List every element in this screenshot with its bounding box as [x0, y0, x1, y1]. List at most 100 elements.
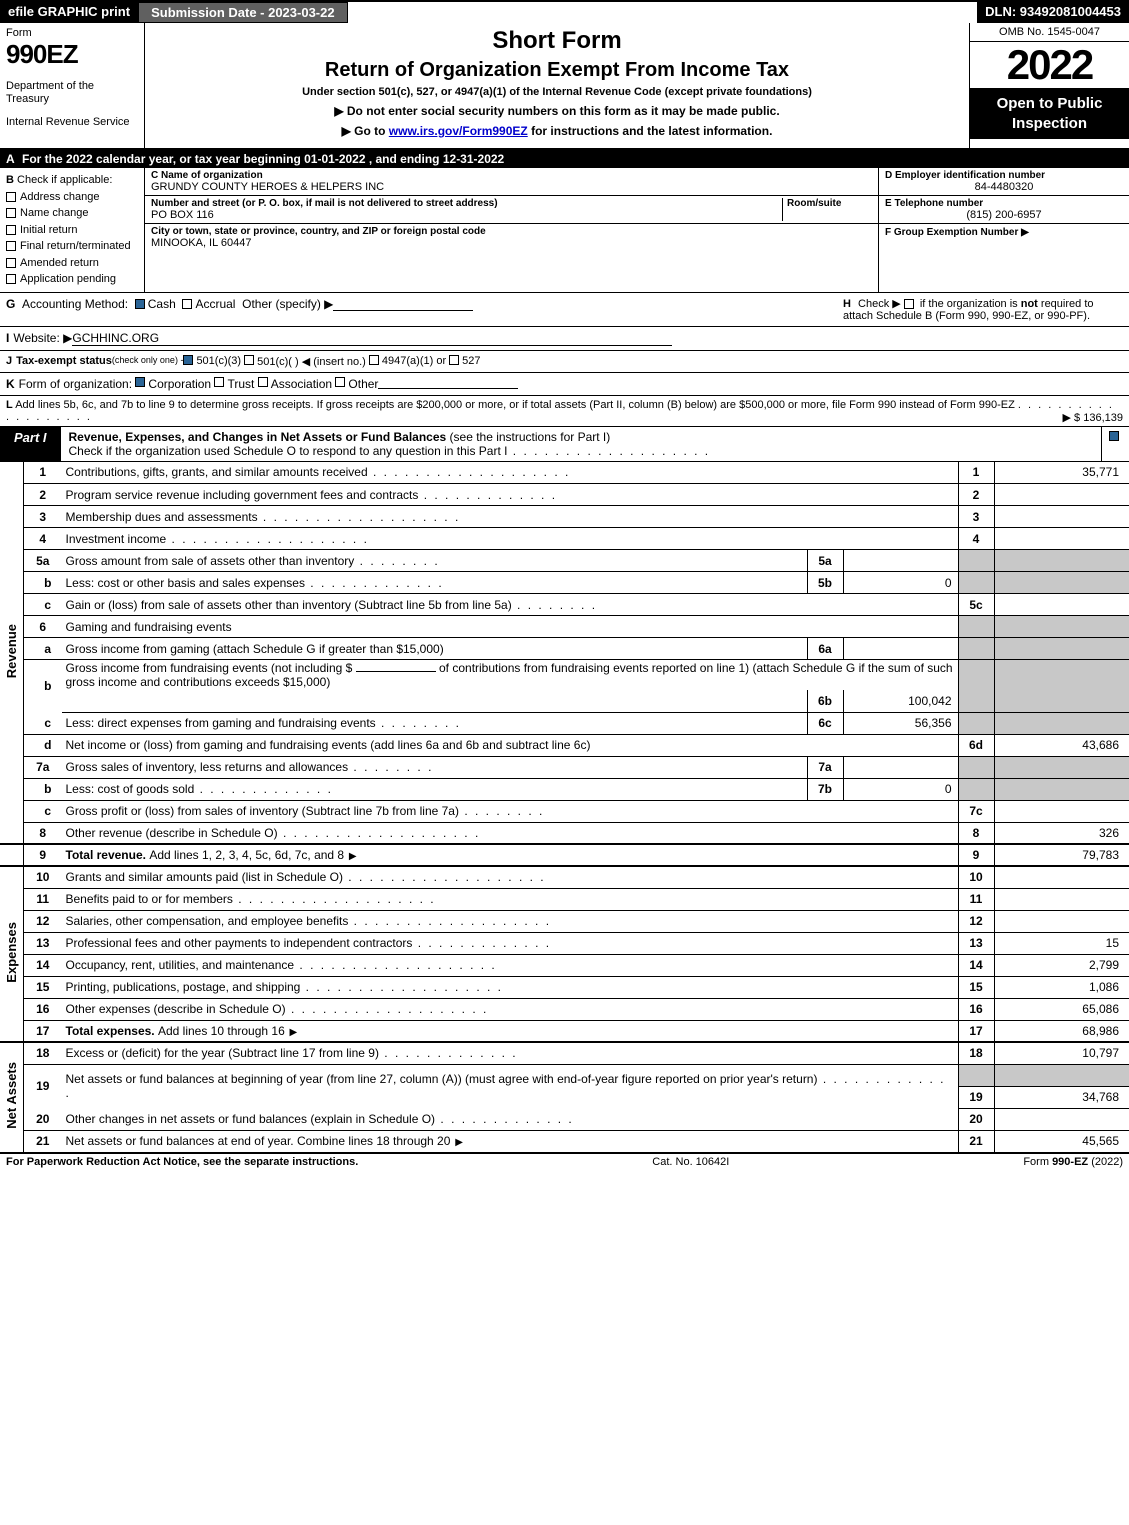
- checkbox-other-org[interactable]: [335, 377, 345, 387]
- h-text-2: if the organization is: [920, 298, 1021, 310]
- row-10: Expenses 10 Grants and similar amounts p…: [0, 866, 1129, 888]
- n-6: 6: [24, 616, 62, 638]
- irs-link[interactable]: www.irs.gov/Form990EZ: [389, 124, 528, 138]
- other-specify-field[interactable]: [333, 299, 473, 311]
- n-7c: c: [24, 800, 62, 822]
- row-15: 15 Printing, publications, postage, and …: [0, 976, 1129, 998]
- checkbox-association[interactable]: [258, 377, 268, 387]
- part-1-subtext: Check if the organization used Schedule …: [69, 444, 508, 458]
- row-1: Revenue 1 Contributions, gifts, grants, …: [0, 462, 1129, 484]
- goto-note: ▶ Go to www.irs.gov/Form990EZ for instru…: [153, 124, 961, 138]
- v-20: [994, 1108, 1129, 1130]
- e-label: E Telephone number: [885, 198, 1123, 209]
- b-5b-shade: [958, 572, 994, 594]
- d-10-text: Grants and similar amounts paid (list in…: [66, 870, 343, 884]
- v-12: [994, 910, 1129, 932]
- n-17: 17: [24, 1020, 62, 1042]
- under-section: Under section 501(c), 527, or 4947(a)(1)…: [153, 86, 961, 98]
- d-8-dots: [278, 826, 481, 840]
- side-netassets: Net Assets: [0, 1042, 24, 1152]
- row-12: 12 Salaries, other compensation, and emp…: [0, 910, 1129, 932]
- d-20: Other changes in net assets or fund bala…: [62, 1108, 959, 1130]
- checkbox-final-return[interactable]: [6, 241, 16, 251]
- row-g-h: G Accounting Method: Cash Accrual Other …: [0, 293, 1129, 327]
- submission-date: Submission Date - 2023-03-22: [138, 2, 348, 23]
- checkbox-501c[interactable]: [244, 355, 254, 365]
- checkbox-name-change[interactable]: [6, 208, 16, 218]
- letter-k: K: [6, 377, 15, 391]
- checkbox-trust[interactable]: [214, 377, 224, 387]
- opt-corporation: Corporation: [148, 377, 211, 391]
- d-5c-dots: [512, 598, 597, 612]
- l-amount: 136,139: [1083, 412, 1123, 424]
- d-11: Benefits paid to or for members: [62, 888, 959, 910]
- d-14-text: Occupancy, rent, utilities, and maintena…: [66, 958, 295, 972]
- d-15: Printing, publications, postage, and shi…: [62, 976, 959, 998]
- n-13: 13: [24, 932, 62, 954]
- row-21: 21 Net assets or fund balances at end of…: [0, 1130, 1129, 1152]
- d-14: Occupancy, rent, utilities, and maintena…: [62, 954, 959, 976]
- b-6a-shade: [958, 638, 994, 660]
- row-7b: b Less: cost of goods sold 7b 0: [0, 778, 1129, 800]
- v-14: 2,799: [994, 954, 1129, 976]
- d-12: Salaries, other compensation, and employ…: [62, 910, 959, 932]
- checkbox-accrual[interactable]: [182, 299, 192, 309]
- row-6c: c Less: direct expenses from gaming and …: [0, 712, 1129, 734]
- b-6b-shade-1: [958, 660, 994, 691]
- v-17: 68,986: [994, 1020, 1129, 1042]
- d-1-dots: [368, 465, 571, 479]
- d-5c: Gain or (loss) from sale of assets other…: [62, 594, 959, 616]
- d-10-dots: [343, 870, 546, 884]
- d-12-dots: [348, 914, 551, 928]
- side-expenses: Expenses: [0, 866, 24, 1042]
- n-6b: b: [24, 660, 62, 713]
- row-18: Net Assets 18 Excess or (deficit) for th…: [0, 1042, 1129, 1064]
- v-19: 34,768: [994, 1086, 1129, 1108]
- checkbox-amended-return[interactable]: [6, 258, 16, 268]
- form-header: Form 990EZ Department of the Treasury In…: [0, 23, 1129, 150]
- n-5b: b: [24, 572, 62, 594]
- column-right: D Employer identification number 84-4480…: [879, 168, 1129, 292]
- row-13: 13 Professional fees and other payments …: [0, 932, 1129, 954]
- iv-6b: 100,042: [843, 690, 958, 712]
- letter-b: B: [6, 174, 14, 186]
- v-16: 65,086: [994, 998, 1129, 1020]
- checkbox-corporation[interactable]: [135, 377, 145, 387]
- b-7c: 7c: [958, 800, 994, 822]
- checkbox-4947[interactable]: [369, 355, 379, 365]
- b-7a-shade: [958, 756, 994, 778]
- checkbox-schedule-o[interactable]: [1109, 431, 1119, 441]
- d-13-dots: [412, 936, 551, 950]
- opt-final-return: Final return/terminated: [20, 240, 131, 252]
- row-5c: c Gain or (loss) from sale of assets oth…: [0, 594, 1129, 616]
- checkbox-527[interactable]: [449, 355, 459, 365]
- b-11: 11: [958, 888, 994, 910]
- checkbox-h[interactable]: [904, 299, 914, 309]
- d-10: Grants and similar amounts paid (list in…: [62, 866, 959, 888]
- d-5b-dots: [305, 576, 444, 590]
- v-6d: 43,686: [994, 734, 1129, 756]
- checkbox-application-pending[interactable]: [6, 274, 16, 284]
- in-5a: 5a: [807, 550, 843, 572]
- checkbox-address-change[interactable]: [6, 192, 16, 202]
- in-6c: 6c: [807, 712, 843, 734]
- b-21: 21: [958, 1130, 994, 1152]
- d-4-text: Investment income: [66, 532, 167, 546]
- checkbox-initial-return[interactable]: [6, 225, 16, 235]
- d-7a: Gross sales of inventory, less returns a…: [62, 756, 808, 778]
- n-7a: 7a: [24, 756, 62, 778]
- other-org-field[interactable]: [378, 377, 518, 389]
- iv-6a: [843, 638, 958, 660]
- checkbox-501c3[interactable]: [183, 355, 193, 365]
- part-1-title: Revenue, Expenses, and Changes in Net As…: [61, 427, 1101, 461]
- checkbox-cash[interactable]: [135, 299, 145, 309]
- n-10: 10: [24, 866, 62, 888]
- n-8: 8: [24, 822, 62, 844]
- column-mid: C Name of organization GRUNDY COUNTY HER…: [145, 168, 879, 292]
- opt-501c3: 501(c)(3): [196, 355, 241, 367]
- b-5c: 5c: [958, 594, 994, 616]
- d-6c-text: Less: direct expenses from gaming and fu…: [66, 716, 376, 730]
- l-arrow: ▶ $: [1063, 412, 1081, 424]
- contrib-amount-field[interactable]: [356, 671, 436, 672]
- d-2: Program service revenue including govern…: [62, 484, 959, 506]
